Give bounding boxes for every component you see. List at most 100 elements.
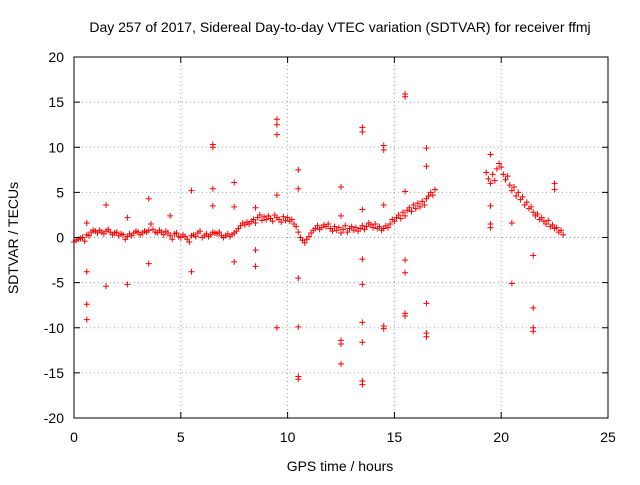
data-point — [412, 205, 419, 212]
data-point — [278, 219, 285, 226]
data-point — [209, 202, 216, 209]
x-axis-label: GPS time / hours — [287, 458, 394, 474]
data-point — [145, 260, 152, 267]
data-point — [487, 180, 494, 187]
data-point — [380, 325, 387, 332]
data-point — [402, 93, 409, 100]
data-point — [169, 236, 176, 243]
data-point — [83, 301, 90, 308]
data-point — [124, 281, 131, 288]
data-point — [530, 252, 537, 259]
data-point — [352, 224, 359, 231]
data-point — [342, 222, 349, 229]
data-point — [325, 220, 332, 227]
data-point — [293, 223, 300, 230]
data-point — [188, 268, 195, 275]
x-tick-label: 25 — [600, 429, 616, 445]
data-point — [372, 220, 379, 227]
data-point — [288, 216, 295, 223]
y-tick-label: 20 — [48, 49, 64, 65]
data-point — [423, 163, 430, 170]
data-point — [487, 224, 494, 231]
data-point — [402, 269, 409, 276]
data-point — [167, 212, 174, 219]
data-point — [79, 234, 86, 241]
data-point — [530, 328, 537, 335]
data-point — [545, 217, 552, 224]
data-point — [145, 227, 152, 234]
data-point — [553, 224, 560, 231]
data-point — [560, 231, 567, 238]
data-point — [273, 131, 280, 138]
data-point — [120, 231, 127, 238]
data-point — [83, 316, 90, 323]
y-tick-label: 15 — [48, 94, 64, 110]
data-point — [402, 212, 409, 219]
data-point — [359, 128, 366, 135]
data-point — [331, 223, 338, 230]
data-point — [551, 180, 558, 187]
data-point — [511, 183, 518, 190]
data-point — [359, 319, 366, 326]
data-point — [491, 177, 498, 184]
axis-ticks: 0 5 10 15 20 25 -20 -15 -10 -5 0 5 10 15 20 — [44, 49, 616, 445]
data-point — [376, 223, 383, 230]
data-point — [147, 220, 154, 227]
data-point — [483, 169, 490, 176]
y-tick-label: -15 — [44, 365, 64, 381]
data-point — [408, 208, 415, 215]
data-point — [338, 212, 344, 219]
data-point — [284, 214, 291, 221]
data-point — [530, 209, 537, 216]
data-point — [83, 220, 90, 227]
x-tick-label: 0 — [70, 429, 78, 445]
data-point — [519, 193, 526, 200]
data-point — [338, 229, 344, 236]
data-point — [498, 164, 505, 171]
data-point — [273, 121, 280, 128]
data-point — [506, 182, 513, 189]
data-point — [231, 258, 238, 265]
data-point — [231, 203, 238, 210]
data-point — [338, 340, 344, 347]
data-point — [549, 221, 556, 228]
data-point — [252, 220, 259, 227]
data-point — [188, 187, 195, 194]
data-point — [295, 229, 302, 236]
data-point — [256, 211, 263, 218]
y-tick-label: 5 — [56, 184, 64, 200]
data-point — [252, 247, 259, 254]
data-point — [250, 216, 257, 223]
data-point — [197, 228, 204, 235]
data-point — [160, 231, 167, 238]
data-point — [338, 360, 344, 367]
data-point — [387, 220, 394, 227]
data-point — [359, 256, 366, 263]
data-point — [538, 214, 545, 221]
data-point — [496, 160, 503, 167]
data-point — [83, 268, 90, 275]
data-point — [487, 151, 494, 158]
data-point — [558, 227, 565, 234]
data-point — [508, 187, 515, 194]
data-point — [380, 146, 387, 153]
data-point — [344, 229, 351, 236]
data-point — [338, 183, 344, 190]
x-tick-label: 20 — [493, 429, 509, 445]
data-point — [391, 218, 398, 225]
data-point — [329, 228, 336, 235]
data-point — [301, 239, 308, 246]
data-point — [258, 217, 265, 224]
data-point — [167, 232, 174, 239]
data-point — [502, 176, 509, 183]
data-point — [363, 223, 370, 230]
data-point — [419, 198, 426, 205]
data-point — [513, 192, 520, 199]
data-point — [370, 224, 377, 231]
data-point — [504, 173, 511, 180]
data-point — [425, 192, 432, 199]
data-point — [421, 202, 428, 209]
y-axis-label: SDTVAR / TECUs — [5, 182, 21, 294]
data-point — [124, 214, 131, 221]
